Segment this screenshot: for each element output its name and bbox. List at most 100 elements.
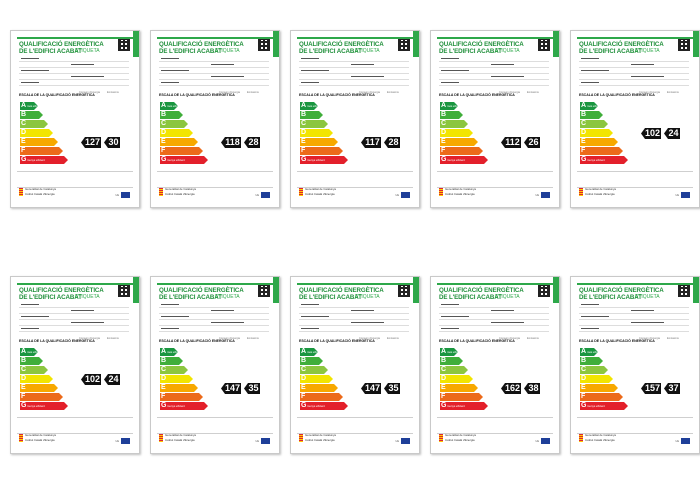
info-divider	[439, 331, 549, 332]
generalitat-logo-icon	[439, 434, 443, 442]
side-accent-bar	[273, 31, 279, 57]
rating-bar-f: F	[440, 393, 483, 401]
bar-arrow-tip	[54, 384, 58, 392]
rating-letter: A	[581, 102, 587, 109]
info-divider	[439, 73, 549, 74]
bar-arrow-tip	[174, 102, 178, 110]
rating-letter: G	[21, 402, 27, 409]
rating-letter: F	[301, 393, 306, 400]
emissions-badge: 35	[384, 383, 400, 394]
info-divider	[159, 85, 269, 86]
info-value-line	[491, 322, 524, 323]
bar-arrow-tip	[624, 402, 628, 410]
column-consumption-header: Consum d'energia	[219, 91, 240, 94]
etiqueta-text: ETIQUETA	[75, 294, 100, 300]
eu-label-text: UE	[675, 440, 679, 443]
rating-letter: F	[21, 393, 26, 400]
section-divider	[437, 433, 553, 434]
energy-label-card: QUALIFICACIÓ ENERGÈTICA DE L'EDIFICI ACAB…	[150, 30, 280, 208]
rating-bar-b: B	[440, 357, 463, 365]
label-subtitle: DE L'EDIFICI ACABAT	[579, 48, 642, 55]
emissions-badge: 28	[384, 137, 400, 148]
info-value-line	[161, 316, 189, 317]
info-value-line	[441, 316, 469, 317]
bar-arrow-tip	[44, 120, 48, 128]
footer-institution-line1: Generalitat de Catalunya	[305, 433, 336, 437]
label-title: QUALIFICACIÓ ENERGÈTICA	[579, 287, 664, 294]
info-divider	[579, 319, 689, 320]
rating-letter: F	[161, 393, 166, 400]
bar-arrow-tip	[179, 357, 183, 365]
column-consumption-header: Consum d'energia	[359, 91, 380, 94]
column-emissions-header: Emissions	[667, 91, 679, 94]
rating-bar-f: F	[20, 393, 63, 401]
bar-arrow-tip	[609, 129, 613, 137]
qr-code-icon	[678, 39, 690, 51]
bar-arrow-tip	[344, 402, 348, 410]
info-divider	[579, 67, 689, 68]
bar-arrow-tip	[619, 147, 623, 155]
rating-letter: B	[581, 357, 587, 364]
label-subtitle: DE L'EDIFICI ACABAT	[439, 48, 502, 55]
rating-letter: B	[441, 111, 447, 118]
rating-letter: F	[441, 147, 446, 154]
rating-letter: G	[441, 402, 447, 409]
info-divider	[19, 325, 129, 326]
info-divider	[299, 67, 409, 68]
rating-letter: C	[441, 120, 447, 127]
top-accent-bar	[297, 283, 413, 285]
rating-letter: E	[161, 384, 166, 391]
label-title: QUALIFICACIÓ ENERGÈTICA	[439, 41, 524, 48]
consumption-badge: 112	[501, 137, 521, 148]
energy-label-card: QUALIFICACIÓ ENERGÈTICA DE L'EDIFICI ACAB…	[570, 276, 700, 454]
bar-arrow-tip	[34, 102, 38, 110]
bar-arrow-tip	[454, 348, 458, 356]
info-divider	[579, 325, 689, 326]
top-accent-bar	[437, 283, 553, 285]
more-efficient-text: més eficient	[447, 104, 462, 108]
top-accent-bar	[577, 37, 693, 39]
info-value-line	[71, 322, 104, 323]
bar-arrow-tip	[344, 156, 348, 164]
scale-title: ESCALA DE LA QUALIFICACIÓ ENERGÈTICA	[159, 339, 235, 343]
footer-institution-line2: Institut Català d'Energia	[445, 438, 475, 442]
bar-arrow-tip	[314, 102, 318, 110]
column-consumption-header: Consum d'energia	[359, 337, 380, 340]
bar-arrow-tip	[599, 111, 603, 119]
rating-letter: C	[441, 366, 447, 373]
rating-bar-c: C	[300, 120, 328, 128]
eu-label-text: UE	[535, 194, 539, 197]
info-value-line	[21, 58, 39, 59]
bar-arrow-tip	[329, 129, 333, 137]
info-divider	[579, 79, 689, 80]
less-efficient-text: menys eficient	[307, 158, 325, 162]
rating-bar-b: B	[580, 357, 603, 365]
info-value-line	[301, 328, 319, 329]
info-value-line	[161, 82, 179, 83]
info-value-line	[21, 304, 39, 305]
label-subtitle: DE L'EDIFICI ACABAT	[19, 48, 82, 55]
rating-letter: C	[21, 120, 27, 127]
info-value-line	[491, 76, 524, 77]
rating-letter: E	[581, 138, 586, 145]
scale-title: ESCALA DE LA QUALIFICACIÓ ENERGÈTICA	[299, 339, 375, 343]
etiqueta-text: ETIQUETA	[495, 294, 520, 300]
footer-institution-line1: Generalitat de Catalunya	[445, 433, 476, 437]
info-divider	[439, 85, 549, 86]
more-efficient-text: més eficient	[447, 350, 462, 354]
rating-letter: G	[301, 156, 307, 163]
rating-bar-d: D	[300, 129, 333, 137]
rating-letter: E	[21, 138, 26, 145]
info-divider	[439, 313, 549, 314]
rating-bar-f: F	[580, 147, 623, 155]
info-value-line	[581, 58, 599, 59]
rating-bar-b: B	[20, 111, 43, 119]
info-divider	[19, 85, 129, 86]
info-value-line	[581, 70, 609, 71]
rating-letter: B	[441, 357, 447, 364]
bar-arrow-tip	[194, 384, 198, 392]
rating-letter: E	[581, 384, 586, 391]
footer-institution-line1: Generalitat de Catalunya	[25, 433, 56, 437]
bar-arrow-tip	[59, 147, 63, 155]
